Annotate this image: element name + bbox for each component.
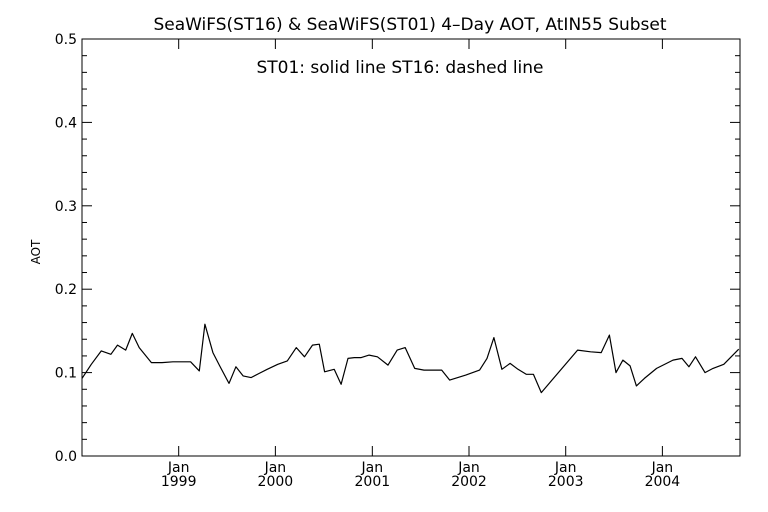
x-tick-month-label: Jan <box>361 460 384 476</box>
y-axis: 0.0 0.1 0.2 0.3 0.4 0.5 <box>55 32 740 465</box>
x-tick-year-label: 2001 <box>355 474 391 490</box>
y-tick-label: 0.5 <box>55 32 77 48</box>
series-line-st01 <box>81 323 740 394</box>
plot-frame <box>81 38 741 457</box>
x-tick-year-label: 2004 <box>645 474 681 490</box>
x-tick-year-label: 2000 <box>258 474 294 490</box>
x-tick-month-label: Jan <box>264 460 287 476</box>
x-tick-year-label: 2003 <box>548 474 584 490</box>
x-tick-month-label: Jan <box>457 460 480 476</box>
line-style-annotation: ST01: solid line ST16: dashed line <box>256 58 543 78</box>
x-axis: Jan1999Jan2000Jan2001Jan2002Jan2003Jan20… <box>161 39 680 490</box>
y-axis-label: AOT <box>29 239 43 264</box>
series-layer <box>81 323 740 394</box>
x-tick-year-label: 1999 <box>161 474 197 490</box>
y-tick-label: 0.1 <box>55 366 77 382</box>
chart-title: SeaWiFS(ST16) & SeaWiFS(ST01) 4–Day AOT,… <box>153 15 666 35</box>
y-tick-label: 0.2 <box>55 282 77 298</box>
x-tick-month-label: Jan <box>651 460 674 476</box>
y-tick-label: 0.4 <box>55 115 77 131</box>
x-tick-year-label: 2002 <box>451 474 487 490</box>
x-tick-month-label: Jan <box>167 460 190 476</box>
y-tick-label: 0.0 <box>55 449 77 465</box>
y-tick-label: 0.3 <box>55 199 77 215</box>
x-tick-month-label: Jan <box>554 460 577 476</box>
